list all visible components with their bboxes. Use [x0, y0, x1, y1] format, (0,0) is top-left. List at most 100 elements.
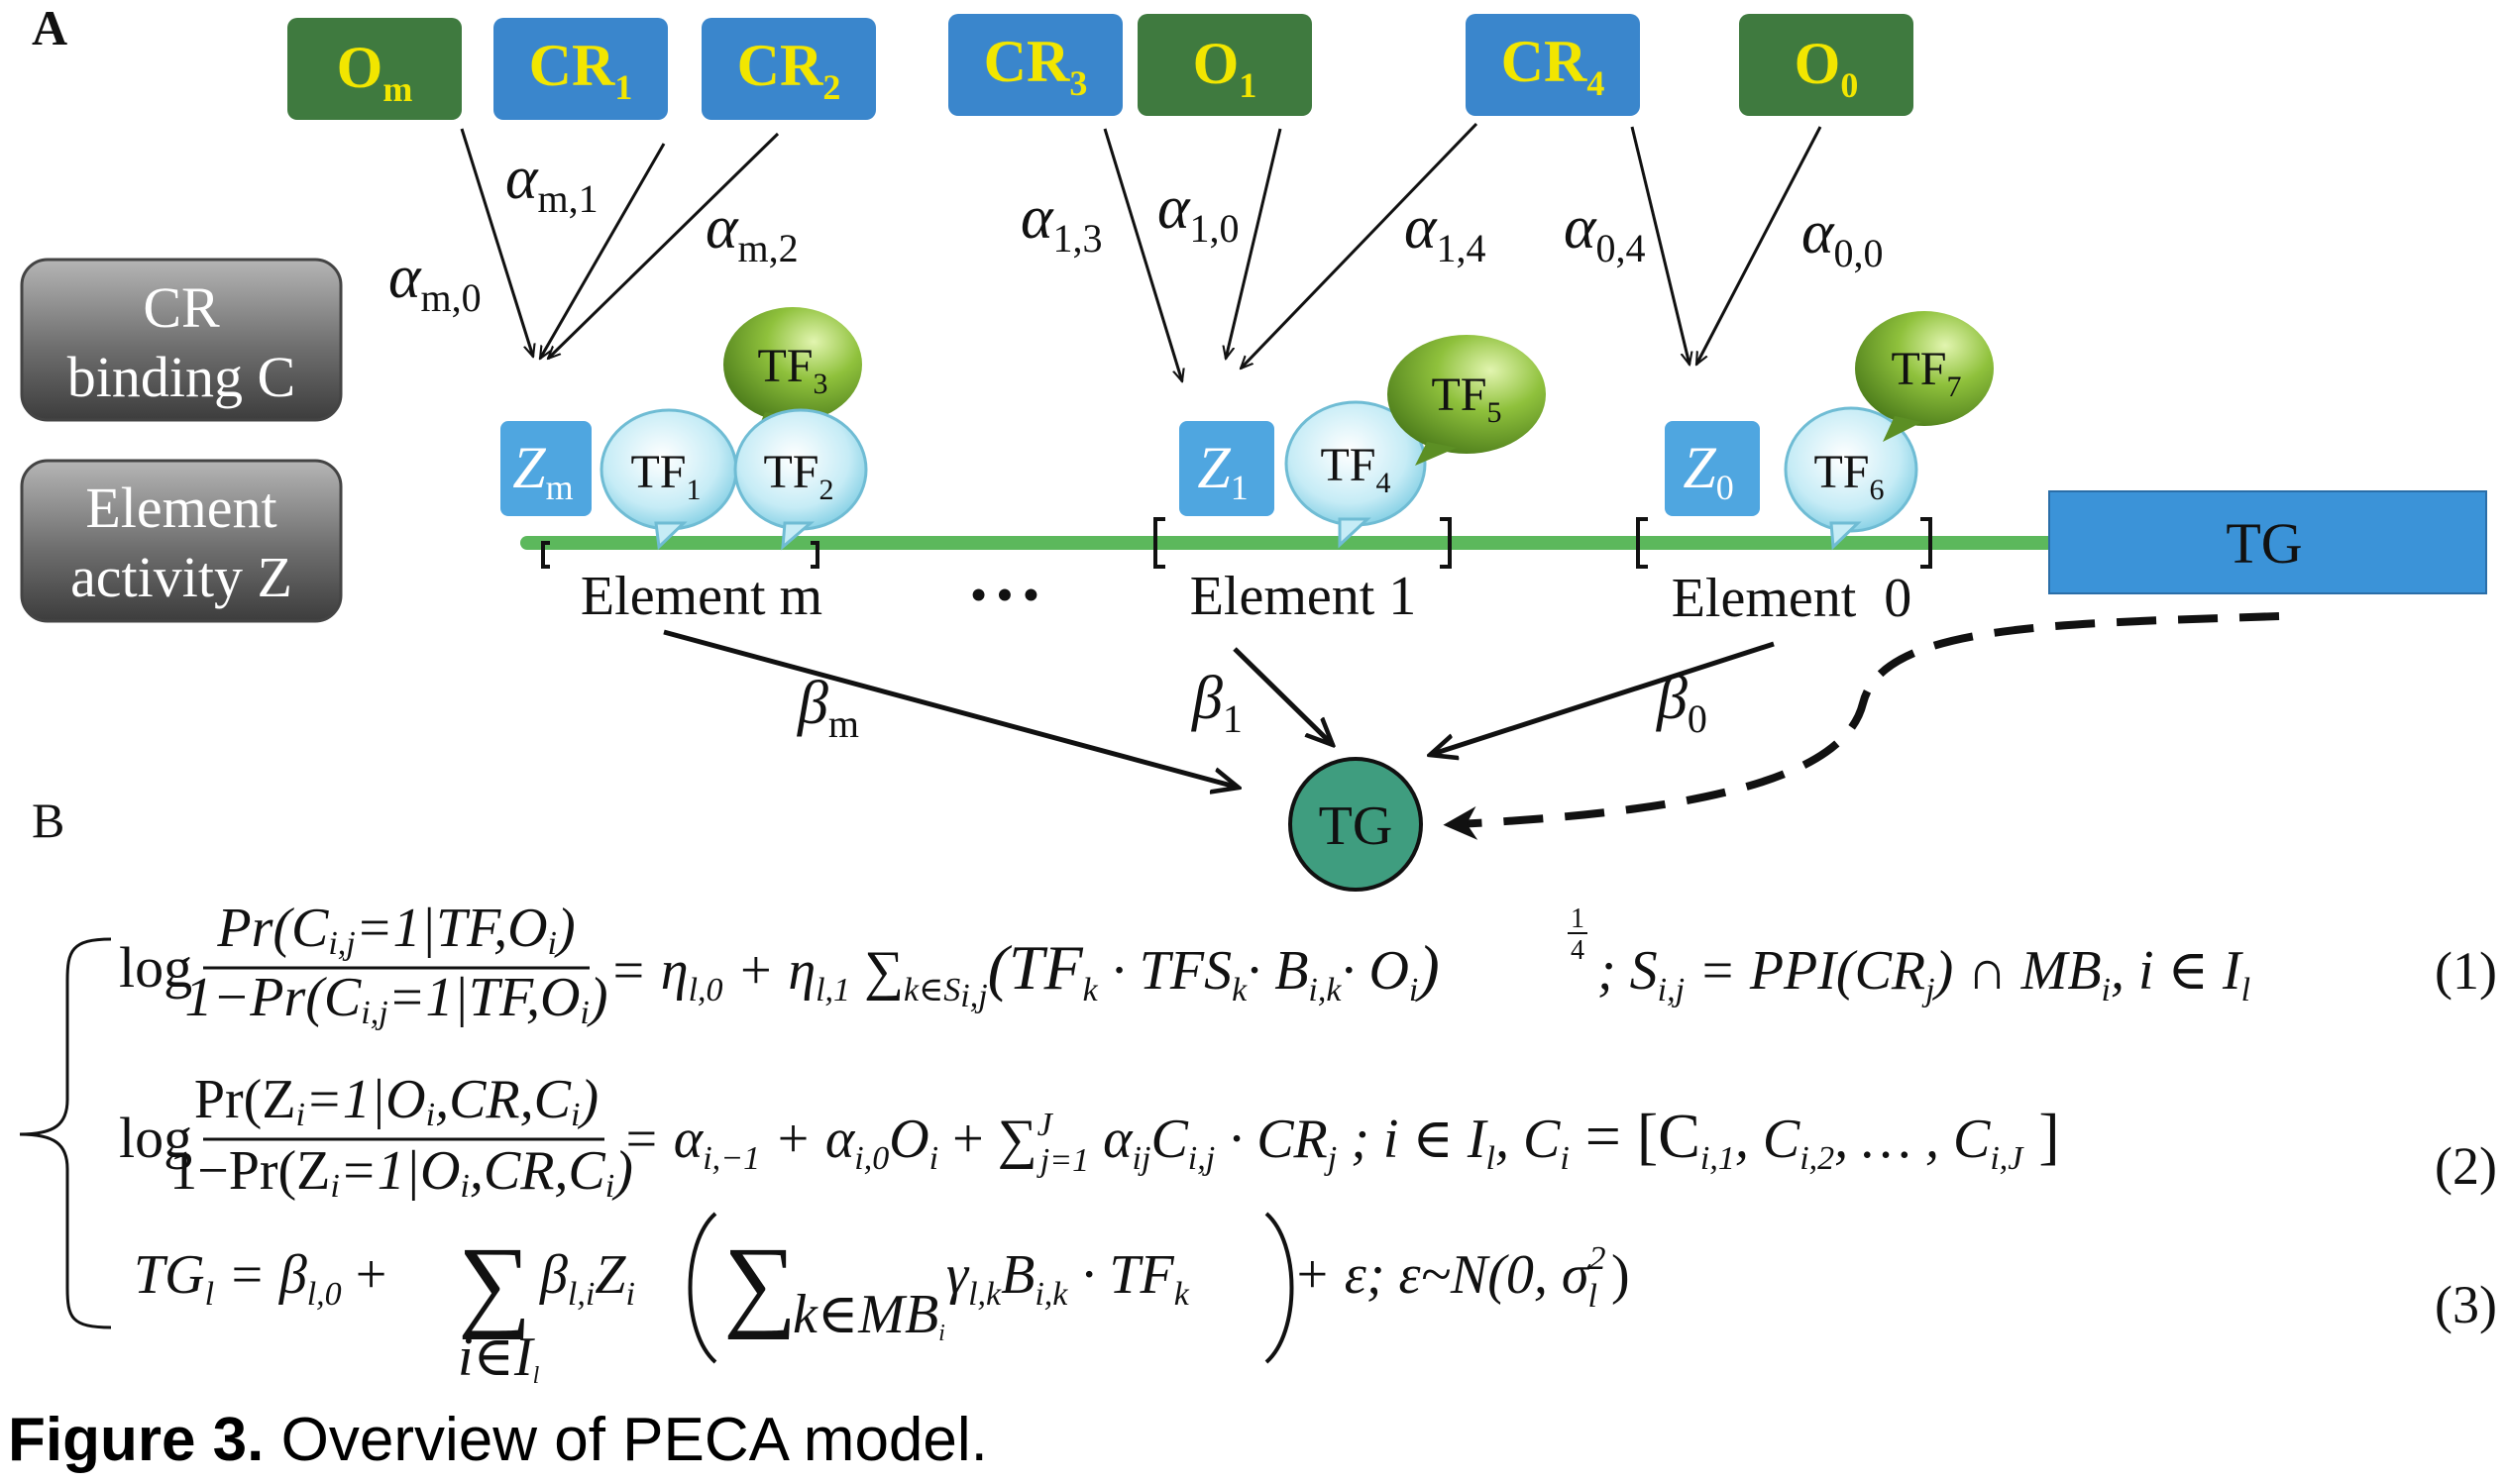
svg-text:CR4: CR4: [1501, 29, 1605, 103]
tf-bubbles: TF3 TF1 TF2 TF4 TF5 TF6: [600, 307, 1994, 551]
alpha-00: α0,0: [1801, 199, 1884, 275]
svg-text:TF2: TF2: [763, 446, 833, 506]
box-cr3: CR3: [948, 14, 1123, 116]
box-cr1: CR1: [493, 18, 668, 120]
box-o1: O1: [1138, 14, 1312, 116]
dashed-arrow-tg-gene-to-node: [1443, 612, 2280, 840]
eq1-power-num: 1: [1571, 903, 1584, 934]
element-0-label: Element 0: [1672, 568, 1912, 629]
z-box-0: Z0: [1665, 421, 1760, 516]
eq1-tail: ; Si,j = PPI(CRj) ∩ MBi, i ∈ Il: [1597, 940, 2250, 1008]
arrow-cr4-z0: [1630, 126, 1690, 365]
arrow-cr2-zm: [548, 132, 780, 359]
svg-text:TF7: TF7: [1891, 343, 1961, 403]
svg-text:O1: O1: [1193, 31, 1257, 105]
alpha-arrows: [460, 122, 1822, 381]
panel-label-b: B: [32, 793, 64, 848]
bracket-0-right: [1920, 517, 1932, 569]
svg-text:O0: O0: [1795, 31, 1859, 105]
svg-text:TF1: TF1: [630, 446, 701, 506]
svg-text:TF5: TF5: [1431, 369, 1501, 429]
element-m-label: Element m: [581, 566, 822, 627]
box-om: Om: [287, 18, 462, 120]
eq2-rhs: = αi,−1 + αi,0Oi + ∑J j=1 αijCi,j · CRj ;…: [622, 1101, 2060, 1179]
eq3-left-paren: [688, 1212, 717, 1364]
eq2-number: (2): [2435, 1136, 2497, 1196]
element-labels: Element m Element 1 Element 0 • • •: [581, 566, 1911, 629]
alpha-m1: αm,1: [505, 145, 599, 221]
arrow-element-0-tg: [1430, 641, 1775, 755]
svg-text:CR: CR: [143, 275, 220, 340]
eq3-tail: + ε; ε~N(0, σ2 l ): [1293, 1240, 1630, 1315]
equation-brace: [19, 937, 112, 1329]
arrow-cr3-z1: [1103, 128, 1182, 381]
svg-text:TG: TG: [2226, 511, 2302, 576]
alpha-labels: αm,0 αm,1 αm,2 α1,3 α1,0 α1,4 α0,4 α0,0: [388, 145, 1884, 320]
eq1-numerator: Pr(Ci,j=1|TF,Oi): [216, 898, 575, 962]
eq3-inner-sum-sub: k∈MBi: [793, 1284, 945, 1346]
eq3-gamma-b-tf: γl,kBi,k · TFk: [946, 1244, 1190, 1313]
beta-0: β0: [1656, 665, 1707, 741]
arrow-o1-z1: [1226, 128, 1282, 359]
eq3-number: (3): [2435, 1275, 2497, 1334]
caption-rest: Overview of PECA model.: [264, 1406, 988, 1474]
svg-text:CR3: CR3: [984, 29, 1088, 103]
eq3-big-sum-sub: i∈Il: [458, 1326, 540, 1389]
svg-text:TF4: TF4: [1320, 439, 1390, 499]
arrow-o0-z0: [1694, 126, 1822, 365]
side-panel-element-activity: Element activity Z: [20, 459, 343, 623]
panel-label-a: A: [32, 0, 67, 55]
svg-text:CR1: CR1: [529, 33, 633, 107]
box-cr2: CR2: [702, 18, 876, 120]
eq1-log: log: [119, 935, 192, 1000]
eq3-big-sum: ∑: [458, 1226, 531, 1340]
eq3-beta-z: βl,iZi: [539, 1244, 635, 1313]
element-1-label: Element 1: [1190, 566, 1417, 627]
equation-2: log Pr(Zi=1|Oi,CR,Ci) 1−Pr(Zi=1|Oi,CR,Ci…: [119, 1069, 2497, 1205]
arrow-element-1-tg: [1233, 647, 1333, 745]
beta-m: βm: [797, 670, 859, 746]
equation-3: TGl = βl,0 + ∑ i∈Il βl,iZi ∑ k∈MBi γl,kB…: [134, 1212, 2497, 1389]
bracket-1-right: [1440, 517, 1452, 569]
bracket-0-left: [1636, 517, 1648, 569]
svg-text:activity Z: activity Z: [70, 545, 292, 609]
tf7-bubble: TF7: [1855, 311, 1994, 442]
box-cr4: CR4: [1466, 14, 1640, 116]
beta-1: β1: [1191, 665, 1243, 741]
top-boxes: Om CR1 CR2 CR3 O1 CR4 O0: [287, 14, 1913, 120]
equation-1: log Pr(Ci,j=1|TF,Oi) 1−Pr(Ci,j=1|TF,Oi) …: [119, 898, 2497, 1031]
eq2-denominator: 1−Pr(Zi=1|Oi,CR,Ci): [169, 1140, 633, 1205]
tf4-bubble: TF4: [1284, 400, 1427, 549]
svg-text:TG: TG: [1319, 795, 1393, 857]
beta-labels: βm β1 β0: [797, 665, 1707, 746]
svg-text:Om: Om: [337, 35, 413, 109]
eq1-rhs: = ηl,0 + ηl,1 ∑k∈Si,j(TFk · TFSk· Bi,k· …: [609, 932, 1440, 1014]
side-panel-cr-binding: CR binding C: [20, 258, 343, 422]
tf6-bubble: TF6: [1784, 406, 1918, 551]
svg-text:Z1: Z1: [1197, 435, 1248, 507]
svg-text:Element: Element: [85, 476, 276, 540]
arrow-element-m-tg: [663, 629, 1239, 788]
eq1-number: (1): [2435, 941, 2497, 1001]
svg-text:Zm: Zm: [512, 435, 573, 507]
eq3-inner-sum: ∑: [723, 1226, 797, 1340]
svg-text:binding C: binding C: [67, 345, 295, 409]
box-o0: O0: [1739, 14, 1913, 116]
svg-text:TF6: TF6: [1813, 446, 1884, 506]
alpha-14: α1,4: [1404, 194, 1486, 270]
beta-arrows: [663, 629, 1775, 788]
eq3-right-paren: [1264, 1212, 1294, 1364]
alpha-04: α0,4: [1564, 194, 1646, 270]
arrow-om-zm: [460, 128, 533, 357]
ellipsis: • • •: [971, 571, 1038, 619]
tf1-bubble: TF1: [600, 408, 738, 551]
eq2-log: log: [119, 1106, 192, 1170]
tg-node: TG: [1288, 757, 1423, 892]
eq1-power-den: 4: [1571, 935, 1584, 966]
figure-caption: Figure 3. Overview of PECA model.: [8, 1405, 988, 1475]
bracket-1-left: [1153, 517, 1165, 569]
tf5-bubble: TF5: [1387, 335, 1546, 466]
eq1-denominator: 1−Pr(Ci,j=1|TF,Oi): [184, 967, 607, 1031]
eq2-numerator: Pr(Zi=1|Oi,CR,Ci): [194, 1069, 599, 1133]
